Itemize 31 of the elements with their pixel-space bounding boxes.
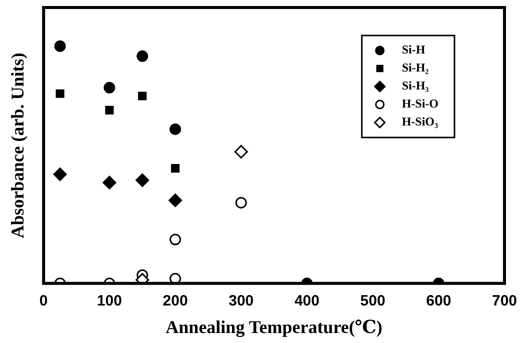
legend-label: Si-H <box>402 42 426 57</box>
point <box>54 40 66 52</box>
y-axis-title: Absorbance (arb. Units) <box>7 52 28 238</box>
point <box>138 92 147 100</box>
point <box>170 164 180 173</box>
x-tick-label: 400 <box>294 292 320 310</box>
point <box>235 196 247 208</box>
point <box>136 50 148 62</box>
point <box>170 123 182 135</box>
x-tick-label: 700 <box>492 292 517 310</box>
x-tick-label: 100 <box>96 292 122 310</box>
legend-label: Si-H₃ <box>402 78 430 93</box>
x-tick-label: 300 <box>228 292 254 310</box>
point <box>168 194 182 208</box>
point <box>136 173 150 187</box>
x-tick-label: 500 <box>360 292 386 310</box>
point <box>102 176 116 190</box>
point <box>56 89 64 98</box>
point <box>234 144 248 158</box>
x-tick-label: 0 <box>39 292 48 310</box>
point <box>170 234 182 246</box>
legend-label: Si-H₂ <box>402 60 430 75</box>
point <box>104 82 116 94</box>
legend-label: H-Si-O <box>402 96 438 111</box>
legend-label: H-SiO₃ <box>402 114 438 129</box>
point <box>105 106 114 115</box>
x-axis-title: Annealing Temperature(℃) <box>166 316 382 337</box>
point <box>170 272 182 284</box>
point <box>53 168 67 182</box>
x-tick-label: 200 <box>162 292 188 310</box>
x-tick-label: 600 <box>426 292 452 310</box>
